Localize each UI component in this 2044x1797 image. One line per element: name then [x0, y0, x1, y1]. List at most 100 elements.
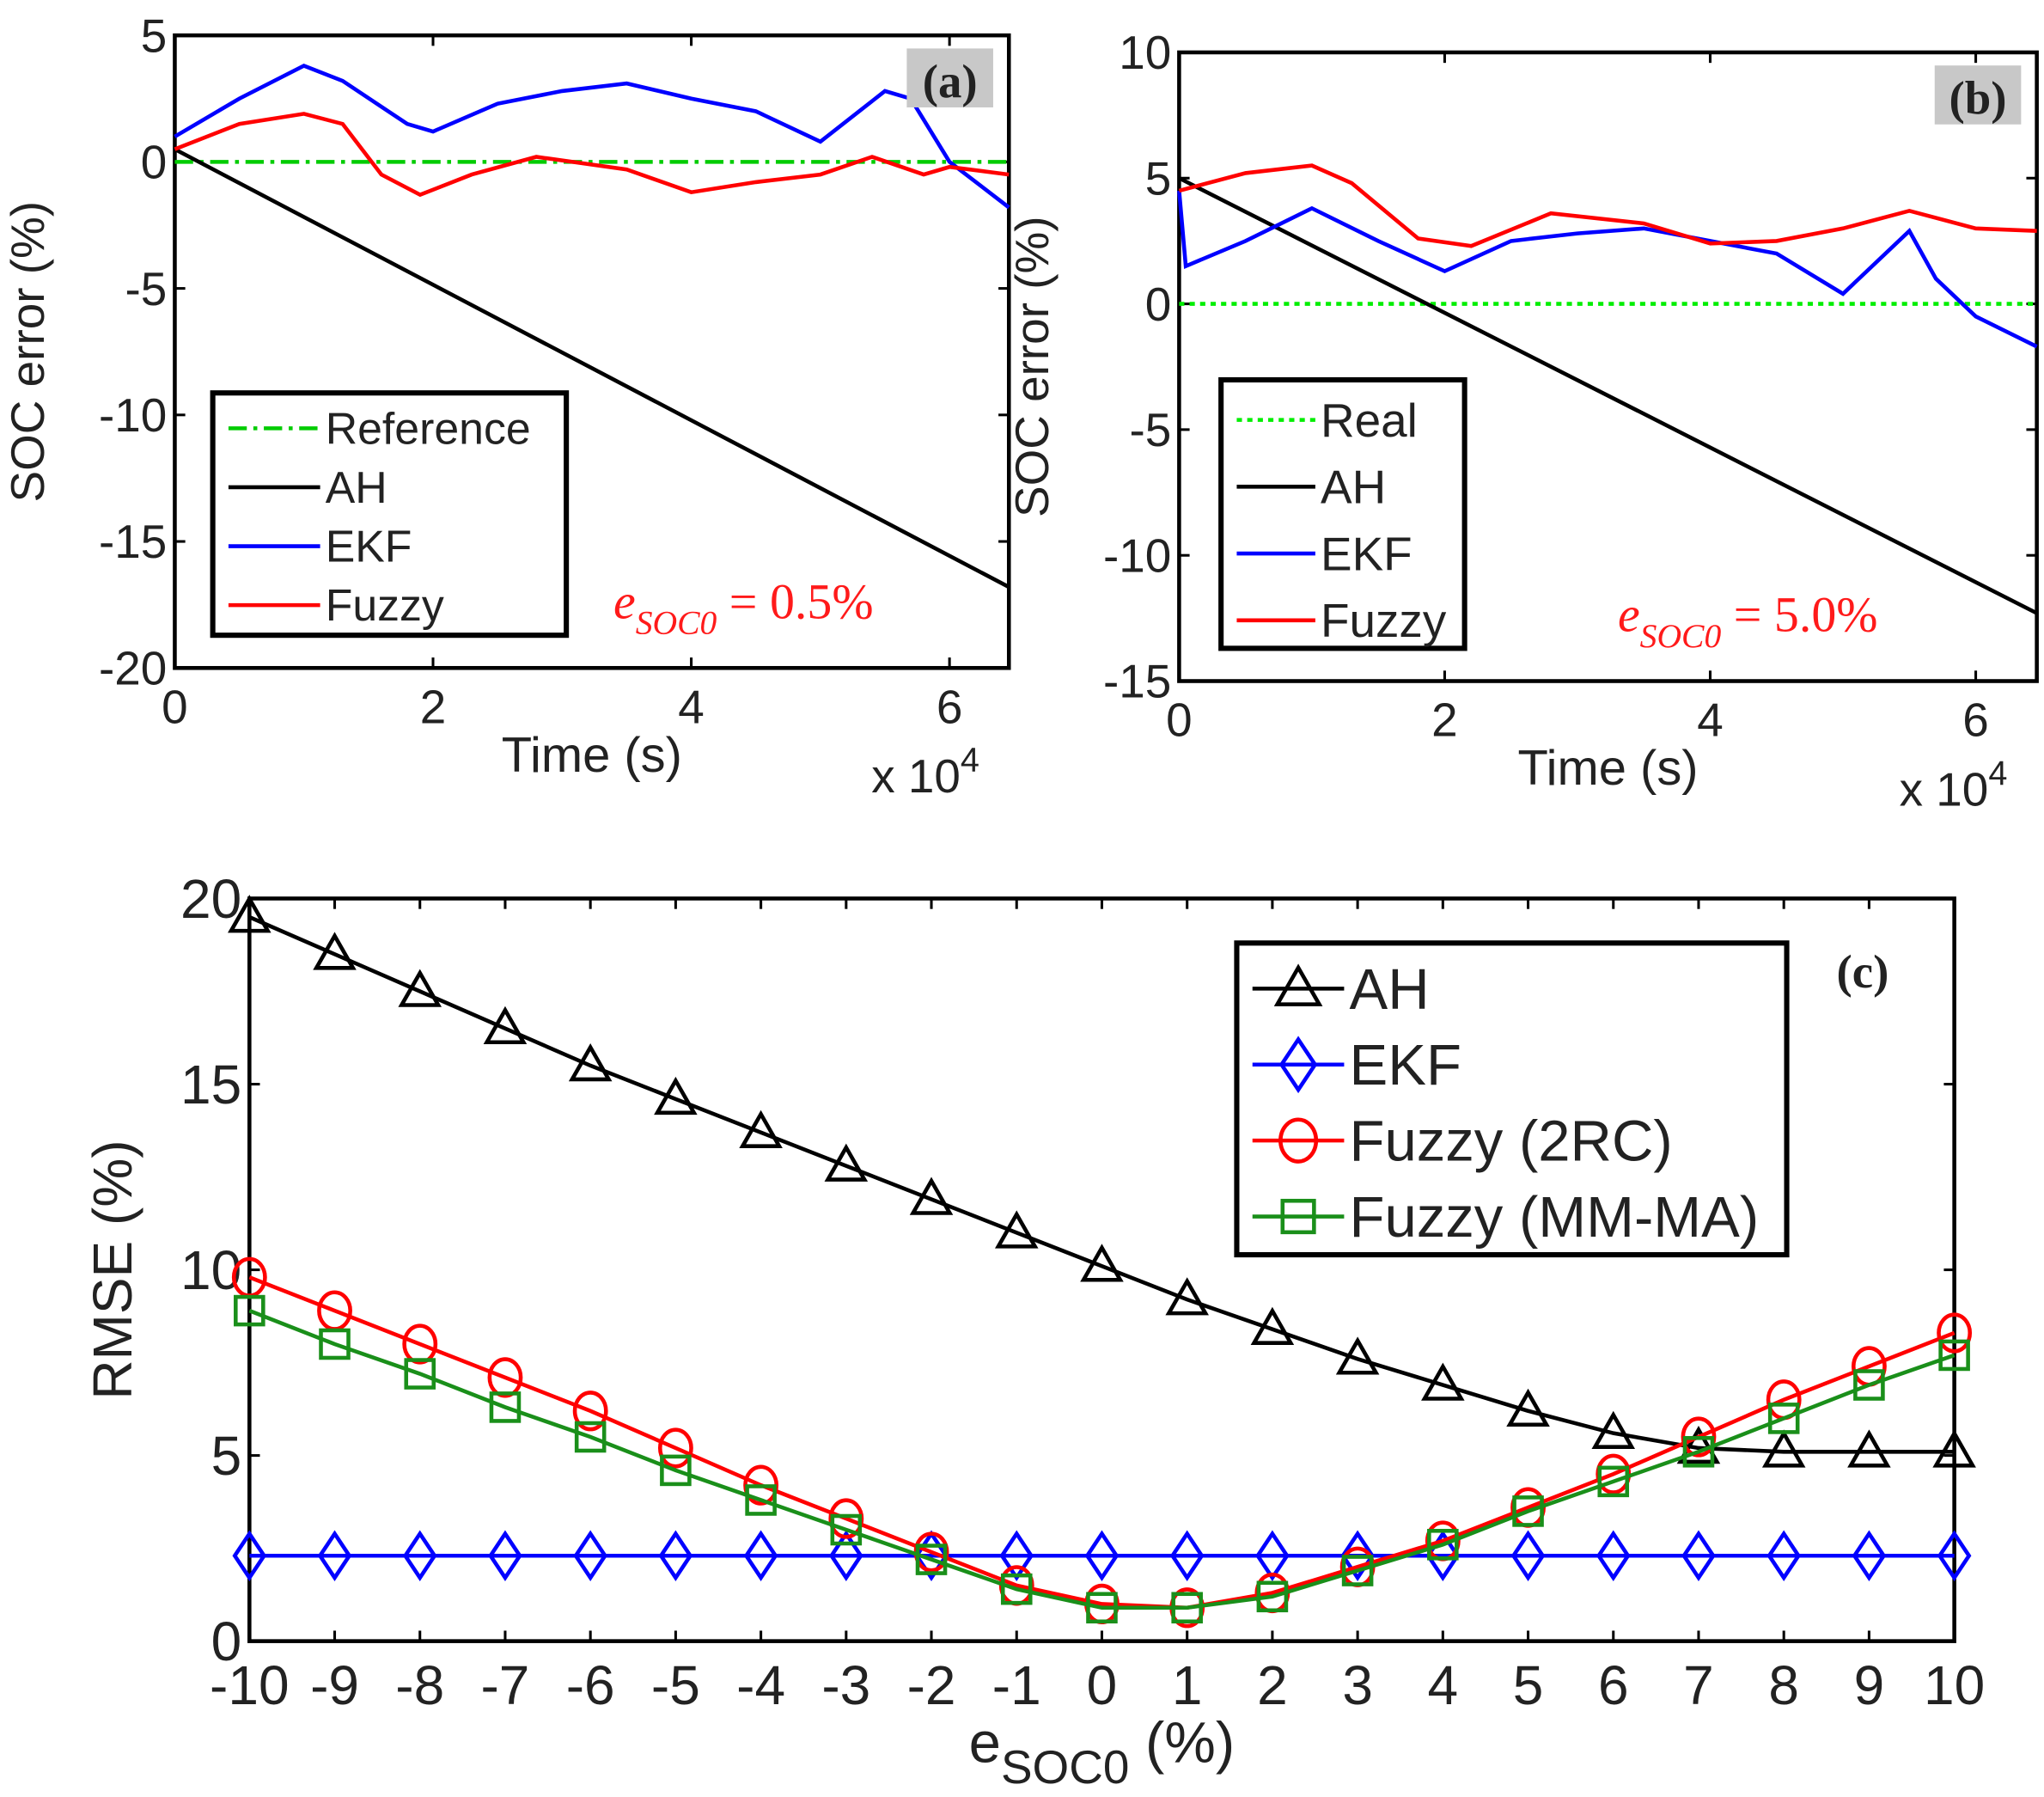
triangle-marker	[824, 1143, 869, 1182]
y-tick-label: 15	[180, 1054, 241, 1115]
y-axis-label: SOC error (%)	[1, 201, 54, 503]
x-tick-label: 7	[1683, 1654, 1714, 1716]
triangle-marker	[483, 1005, 528, 1045]
x-multiplier-exp: 4	[961, 742, 979, 779]
y-tick-label: -20	[99, 641, 167, 694]
triangle-marker	[568, 1042, 613, 1082]
diamond-marker	[1169, 1530, 1205, 1581]
triangle-marker	[1335, 1336, 1380, 1375]
x-multiplier: x 104	[1900, 755, 2008, 816]
square-marker	[1171, 1592, 1203, 1624]
diamond-marker	[1278, 1036, 1318, 1094]
legend-label: EKF	[1321, 527, 1412, 580]
x-axis-label: Time (s)	[1517, 741, 1698, 796]
series-line-ekf	[1177, 190, 2038, 349]
square-marker	[830, 1513, 863, 1546]
series-line-ekf	[174, 63, 1010, 210]
x-tick-label: 2	[1257, 1654, 1288, 1716]
y-tick-label: -5	[1129, 403, 1171, 456]
initial-error-annotation: eSOC0 = 5.0%	[1618, 587, 1878, 655]
x-tick-label: 5	[1513, 1654, 1544, 1716]
x-label-sub: SOC0	[1001, 1740, 1129, 1794]
x-multiplier-base: x 10	[1900, 762, 1989, 816]
legend-label: Reference	[326, 404, 531, 454]
triangle-marker	[1506, 1388, 1550, 1427]
legend-label: AH	[1321, 461, 1386, 514]
x-tick-label: 3	[1342, 1654, 1373, 1716]
square-marker	[745, 1484, 777, 1516]
annotation-sub: SOC0	[636, 604, 717, 642]
triangle-marker	[654, 1076, 698, 1115]
y-axis-label: SOC error (%)	[1005, 216, 1059, 517]
triangle-marker	[739, 1109, 783, 1148]
diamond-marker	[743, 1530, 778, 1581]
panel-label: (a)	[923, 55, 978, 107]
triangle-marker	[994, 1210, 1039, 1249]
circle-marker	[487, 1357, 523, 1398]
triangle-marker	[1080, 1244, 1124, 1282]
legend-label: Fuzzy	[326, 580, 444, 630]
x-tick-label: -7	[481, 1654, 530, 1716]
y-tick-label: 0	[1145, 278, 1172, 331]
series-line-fuzzy	[174, 112, 1010, 198]
legend-box	[1218, 376, 1467, 651]
square-marker	[319, 1328, 351, 1360]
x-tick-label: 0	[162, 680, 188, 733]
diamond-marker	[1084, 1530, 1120, 1581]
triangle-marker	[228, 895, 272, 933]
diamond-marker	[1340, 1530, 1375, 1581]
triangle-marker	[1250, 1306, 1295, 1345]
x-tick-label: -1	[992, 1654, 1041, 1716]
diamond-marker	[488, 1530, 522, 1581]
chart-panel-1: 0 2 4 6 5 0 -5 -10 -15 -20 Time (s) SOC error (%) x …	[1, 9, 1011, 803]
legend-label: Fuzzy	[1321, 594, 1447, 647]
y-tick-label: 10	[1119, 26, 1171, 79]
triangle-marker	[1165, 1277, 1209, 1316]
circle-marker	[657, 1427, 693, 1469]
x-tick-label: 2	[420, 680, 447, 733]
x-axis-label: Time (s)	[502, 728, 682, 783]
triangle-marker	[398, 969, 442, 1007]
initial-error-annotation: eSOC0 = 0.5%	[613, 573, 874, 641]
y-tick-label: 5	[211, 1425, 242, 1487]
series-line-fuzzy	[1178, 163, 2037, 248]
y-tick-label: 5	[1145, 151, 1172, 205]
y-tick-label: -10	[1103, 529, 1171, 582]
legend: Real AH EKF Fuzzy	[1218, 376, 1467, 651]
y-tick-label: 20	[180, 868, 241, 930]
diamond-marker	[232, 1530, 267, 1581]
chart-panel-2: 0 2 4 6 10 5 0 -5 -10 -15 Time (s) SOC error (%) x 1…	[1005, 26, 2039, 816]
legend-label: EKF	[1350, 1033, 1461, 1097]
panel-label-bg	[1934, 65, 2022, 125]
diamond-marker	[402, 1530, 437, 1581]
annotation-sub: SOC0	[1640, 617, 1722, 655]
legend: Reference AH EKF Fuzzy	[210, 390, 570, 639]
diamond-marker	[1681, 1530, 1716, 1581]
annotation-var: e	[613, 573, 636, 629]
square-marker	[574, 1421, 607, 1453]
square-marker	[1280, 1198, 1316, 1235]
series-line-ah	[174, 147, 1010, 590]
x-tick-label: -10	[210, 1654, 290, 1716]
circle-marker	[402, 1323, 438, 1365]
legend: AH EKF Fuzzy (2RC) Fuzzy (MM-MA)	[1234, 940, 1790, 1258]
series-line-ah	[248, 915, 1955, 1454]
x-tick-label: -3	[821, 1654, 870, 1716]
chart-panel-3: -10 -9 -8 -7 -6 -5 -4 -3 -2 -1 0 1 2 3 4 5 6 7 8 9 100510152…	[82, 868, 1985, 1794]
square-marker	[1853, 1369, 1885, 1401]
x-multiplier: x 104	[871, 742, 979, 803]
x-tick-label: 9	[1854, 1654, 1885, 1716]
legend-label: Fuzzy (MM-MA)	[1350, 1185, 1760, 1250]
y-tick-label: -10	[99, 388, 167, 442]
x-tick-label: 0	[1087, 1654, 1118, 1716]
square-marker	[915, 1543, 948, 1575]
x-tick-label: 2	[1431, 694, 1458, 747]
circle-marker	[572, 1391, 608, 1432]
annotation-value: = 5.0%	[1721, 587, 1877, 643]
y-tick-label: -15	[99, 515, 167, 568]
x-multiplier-exp: 4	[1988, 755, 2007, 792]
square-marker	[660, 1454, 692, 1487]
annotation-var: e	[1618, 587, 1640, 643]
circle-marker	[1278, 1117, 1319, 1164]
x-tick-label: 1	[1172, 1654, 1203, 1716]
